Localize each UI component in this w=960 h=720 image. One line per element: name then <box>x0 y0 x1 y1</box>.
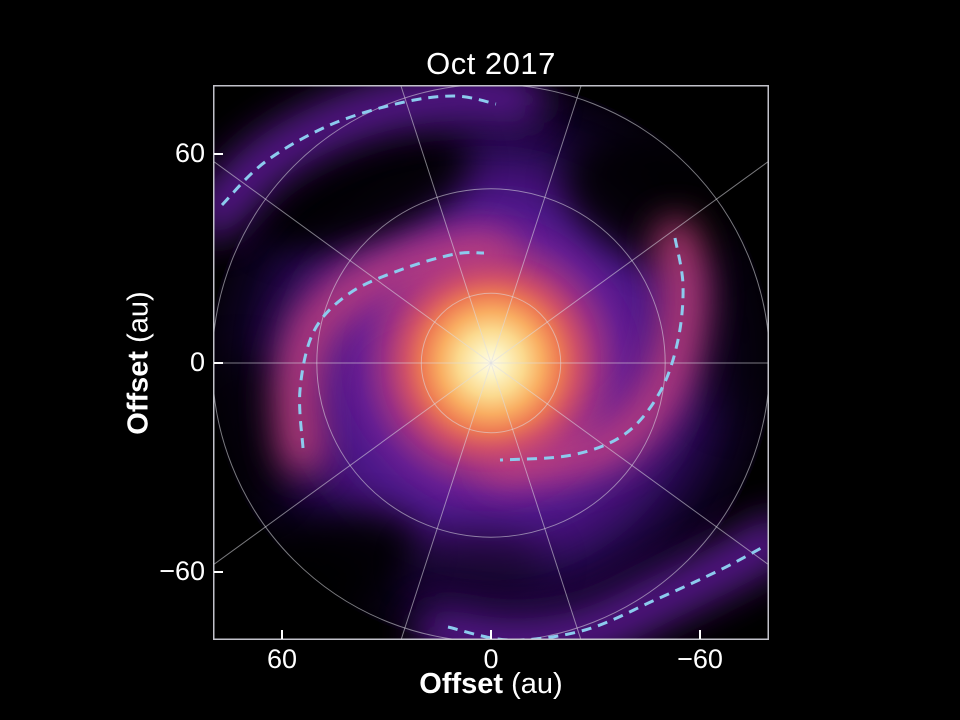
dark-gap <box>213 355 295 505</box>
trace-inner-e <box>499 237 685 462</box>
dark-gap <box>220 512 420 638</box>
axes-spine <box>213 85 769 640</box>
polar-grid <box>213 85 769 640</box>
x-axis-label: Offset (au) <box>213 668 769 701</box>
y-axis-label-unit: (au) <box>122 291 155 351</box>
grid-spoke <box>400 85 492 364</box>
grid-spoke <box>400 362 492 640</box>
x-axis-label-word: Offset <box>419 668 504 700</box>
x-tick-label: −60 <box>677 644 723 674</box>
grid-spoke <box>490 85 582 364</box>
plot-area <box>213 85 769 640</box>
plot-title: Oct 2017 <box>426 46 556 81</box>
x-axis-label-unit: (au) <box>503 668 563 700</box>
y-tick-label: 0 <box>189 347 205 377</box>
grid-spoke <box>213 160 492 364</box>
trace-inner-w <box>298 251 485 449</box>
dark-gap <box>564 133 746 267</box>
trace-outer-nw <box>220 94 497 207</box>
x-tick-label: 60 <box>266 644 298 674</box>
dark-gap <box>410 530 550 600</box>
grid-spoke <box>490 362 582 640</box>
y-tick-label: 60 <box>174 138 205 168</box>
y-tick-label: −60 <box>159 555 205 586</box>
grid-spoke <box>490 160 769 364</box>
x-tick-label: 0 <box>483 644 499 674</box>
grid-spoke <box>213 362 492 566</box>
grid-spoke <box>490 362 769 566</box>
